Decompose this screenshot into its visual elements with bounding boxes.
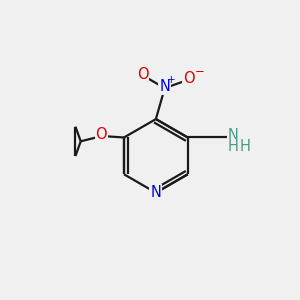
Text: O: O bbox=[137, 67, 148, 82]
Text: O: O bbox=[95, 127, 107, 142]
Text: O: O bbox=[183, 71, 194, 86]
Text: N: N bbox=[151, 185, 161, 200]
Text: H: H bbox=[228, 140, 239, 154]
Text: −: − bbox=[194, 65, 204, 78]
Text: H: H bbox=[239, 140, 250, 154]
Text: +: + bbox=[167, 75, 176, 85]
Text: N: N bbox=[159, 79, 170, 94]
Text: N: N bbox=[228, 128, 239, 142]
